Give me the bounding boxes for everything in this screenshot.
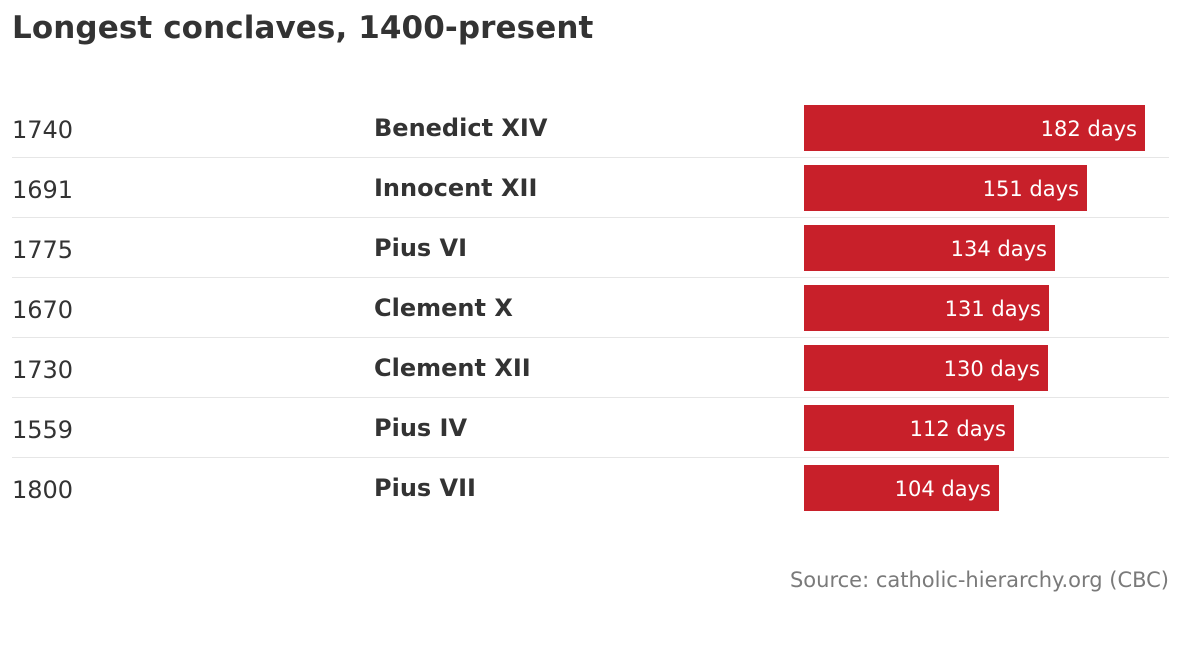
pope-label: Clement X	[374, 294, 513, 322]
pope-label: Pius VI	[374, 234, 468, 262]
pope-label: Clement XII	[374, 354, 531, 382]
pope-label: Innocent XII	[374, 174, 538, 202]
year-label: 1740	[12, 116, 74, 144]
table-row: 1691 Innocent XII 151 days	[12, 158, 1169, 218]
duration-bar: 104 days	[804, 465, 999, 511]
duration-bar: 182 days	[804, 105, 1145, 151]
pope-label: Benedict XIV	[374, 114, 548, 142]
duration-label: 182 days	[1040, 117, 1137, 141]
table-row: 1559 Pius IV 112 days	[12, 398, 1169, 458]
table-row: 1740 Benedict XIV 182 days	[12, 98, 1169, 158]
table-row: 1800 Pius VII 104 days	[12, 458, 1169, 518]
year-label: 1775	[12, 236, 74, 264]
duration-bar: 112 days	[804, 405, 1014, 451]
duration-bar: 131 days	[804, 285, 1049, 331]
duration-label: 130 days	[943, 357, 1040, 381]
year-label: 1800	[12, 476, 74, 504]
duration-label: 134 days	[950, 237, 1047, 261]
pope-label: Pius IV	[374, 414, 468, 442]
duration-bar: 151 days	[804, 165, 1087, 211]
duration-bar: 134 days	[804, 225, 1055, 271]
duration-bar: 130 days	[804, 345, 1048, 391]
conclave-table: 1740 Benedict XIV 182 days 1691 Innocent XII…	[12, 98, 1169, 518]
table-row: 1670 Clement X 131 days	[12, 278, 1169, 338]
year-label: 1670	[12, 296, 74, 324]
duration-label: 151 days	[982, 177, 1079, 201]
table-row: 1775 Pius VI 134 days	[12, 218, 1169, 278]
year-label: 1730	[12, 356, 74, 384]
duration-label: 104 days	[894, 477, 991, 501]
duration-label: 131 days	[944, 297, 1041, 321]
year-label: 1559	[12, 416, 74, 444]
chart-title: Longest conclaves, 1400-present	[12, 10, 594, 46]
pope-label: Pius VII	[374, 474, 476, 502]
year-label: 1691	[12, 176, 74, 204]
source-note: Source: catholic-hierarchy.org (CBC)	[789, 568, 1169, 592]
table-row: 1730 Clement XII 130 days	[12, 338, 1169, 398]
duration-label: 112 days	[909, 417, 1006, 441]
